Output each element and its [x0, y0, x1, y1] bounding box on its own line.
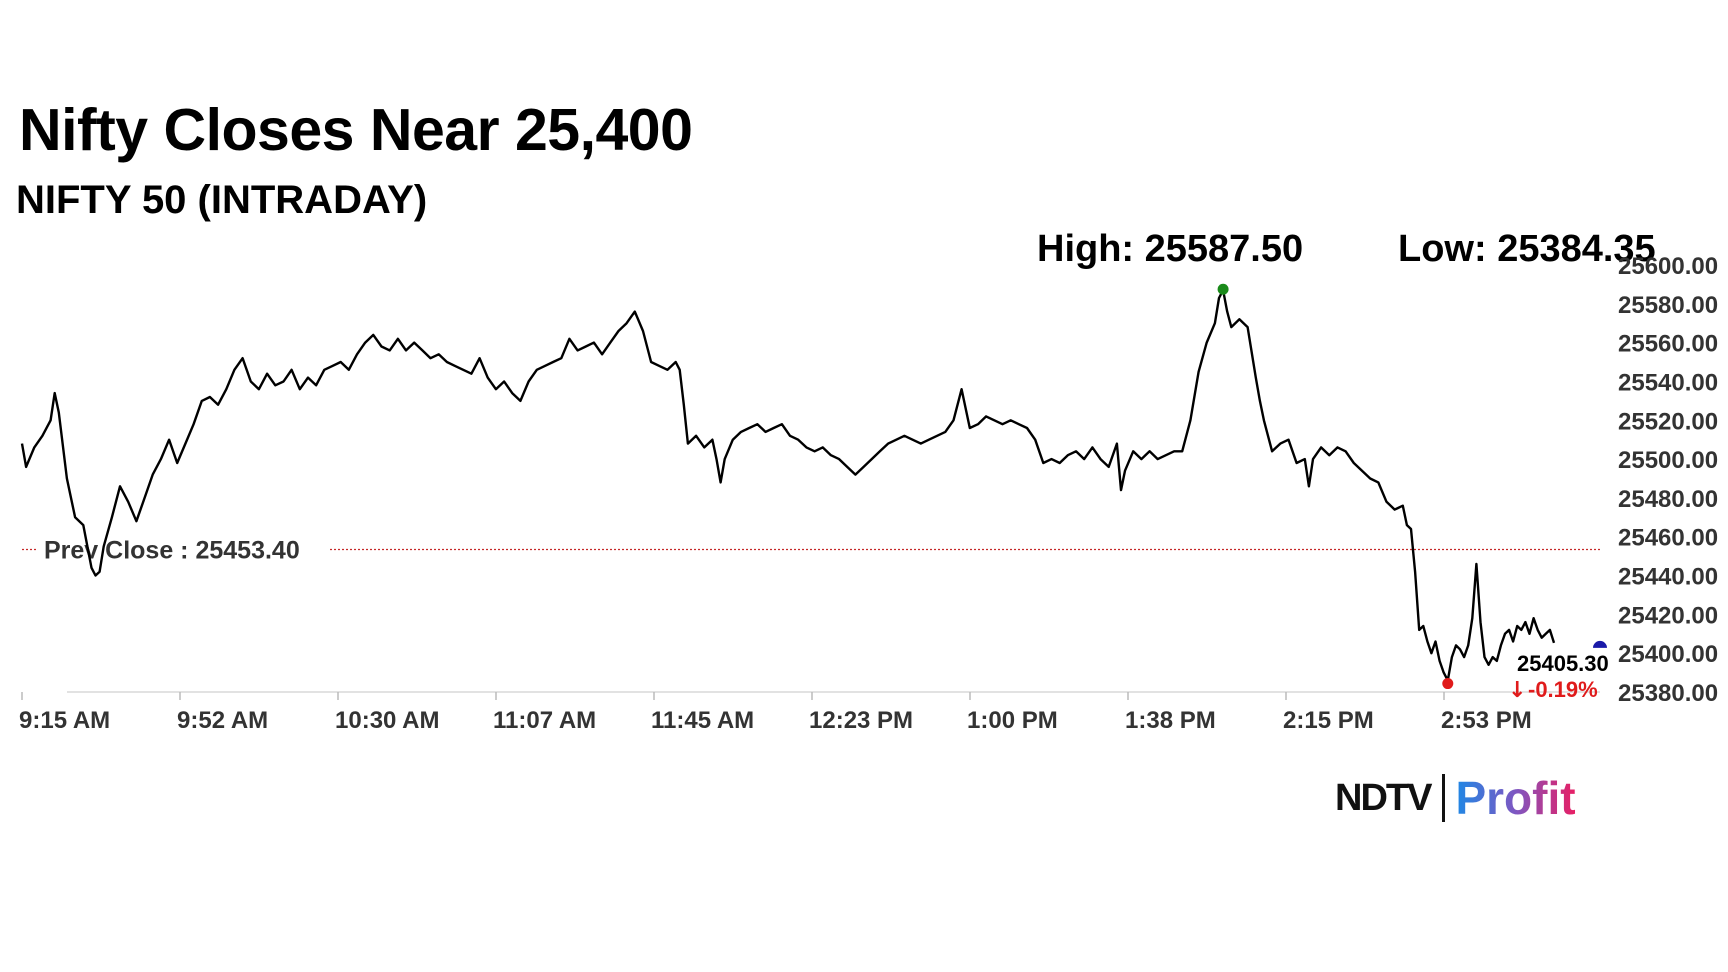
x-tick-label: 2:15 PM — [1283, 707, 1374, 734]
x-tick-label: 1:00 PM — [967, 707, 1058, 734]
chart-title: Nifty Closes Near 25,400 — [19, 97, 693, 163]
logo-ndtv-text: NDTV — [1335, 776, 1432, 819]
y-tick-label: 25440.00 — [1618, 564, 1718, 591]
x-tick-label: 9:52 AM — [177, 707, 268, 734]
low-stat: Low: 25384.35 — [1398, 228, 1656, 270]
ndtv-profit-logo: NDTV Profit — [1335, 772, 1576, 824]
high-stat: High: 25587.50 — [1037, 228, 1304, 270]
y-tick-label: 25580.00 — [1618, 292, 1718, 319]
y-tick-label: 25560.00 — [1618, 331, 1718, 358]
y-tick-label: 25520.00 — [1618, 408, 1718, 435]
change-percent-label: -0.19% — [1528, 677, 1598, 702]
x-tick-label: 11:45 AM — [651, 707, 754, 734]
x-tick-label: 9:15 AM — [19, 707, 110, 734]
last-price-marker — [1593, 640, 1607, 648]
x-tick-label: 10:30 AM — [335, 707, 439, 734]
x-tick-label: 1:38 PM — [1125, 707, 1216, 734]
last-price-label: 25405.30 — [1517, 651, 1609, 676]
y-tick-label: 25420.00 — [1618, 602, 1718, 629]
y-tick-label: 25500.00 — [1618, 447, 1718, 474]
x-tick-label: 2:53 PM — [1441, 707, 1532, 734]
low-marker — [1442, 678, 1454, 690]
price-series-line — [20, 289, 1556, 682]
y-tick-label: 25600.00 — [1618, 253, 1718, 280]
y-tick-label: 25480.00 — [1618, 486, 1718, 513]
logo-profit-text: Profit — [1455, 772, 1576, 824]
x-tick-label: 12:23 PM — [809, 707, 913, 734]
high-marker — [1217, 283, 1229, 295]
logo-divider — [1442, 774, 1446, 822]
y-tick-label: 25460.00 — [1618, 525, 1718, 552]
chart-subtitle: NIFTY 50 (INTRADAY) — [16, 178, 428, 222]
y-tick-label: 25540.00 — [1618, 369, 1718, 396]
prev-close-label: Prev Close : 25453.40 — [44, 537, 300, 565]
x-tick-label: 11:07 AM — [493, 707, 596, 734]
down-arrow-icon: ↓ — [1508, 678, 1526, 703]
y-tick-label: 25380.00 — [1618, 680, 1718, 707]
y-tick-label: 25400.00 — [1618, 641, 1718, 668]
